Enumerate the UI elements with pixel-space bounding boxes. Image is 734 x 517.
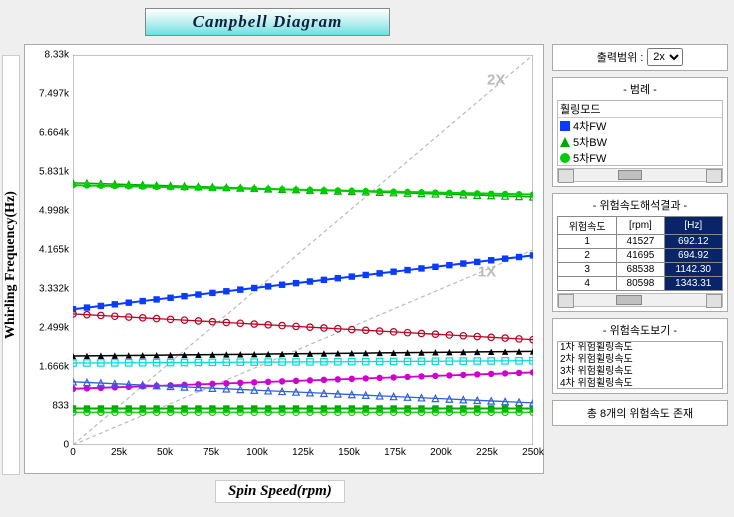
- table-row[interactable]: 141527692.12: [558, 235, 723, 249]
- x-tick: 175k: [384, 447, 406, 458]
- y-tick: 5.831k: [29, 167, 69, 178]
- x-tick: 150k: [338, 447, 360, 458]
- table-cell: 41527: [617, 235, 664, 249]
- x-tick: 225k: [476, 447, 498, 458]
- y-tick: 2.499k: [29, 323, 69, 334]
- list-item[interactable]: 1차 위험휠링속도: [560, 342, 720, 354]
- table-cell: 41695: [617, 249, 664, 263]
- svg-text:2X: 2X: [487, 71, 505, 88]
- x-tick: 200k: [430, 447, 452, 458]
- table-cell: 68538: [617, 263, 664, 277]
- results-col-header[interactable]: [rpm]: [617, 217, 664, 235]
- x-tick: 100k: [246, 447, 268, 458]
- x-tick: 0: [70, 447, 76, 458]
- y-tick: 4.998k: [29, 206, 69, 217]
- y-tick: 1.666k: [29, 362, 69, 373]
- viewer-panel: - 위험속도보기 - 1차 위험휠링속도2차 위험휠링속도3차 위험휠링속도4차…: [552, 318, 728, 394]
- chart-frame: 1X 2X 0 833 1.666k 2.499k 3.332k 4.165k 4.998k 5…: [24, 44, 544, 474]
- table-row[interactable]: 4805981343.31: [558, 277, 723, 291]
- list-item[interactable]: 2차 위험휠링속도: [560, 354, 720, 366]
- table-cell: 4: [558, 277, 617, 291]
- viewer-list[interactable]: 1차 위험휠링속도2차 위험휠링속도3차 위험휠링속도4차 위험휠링속도: [557, 341, 723, 389]
- table-cell: 1142.30: [664, 263, 722, 277]
- y-tick: 7.497k: [29, 89, 69, 100]
- legend-scrollbar[interactable]: [557, 168, 723, 182]
- x-tick: 125k: [292, 447, 314, 458]
- table-cell: 1: [558, 235, 617, 249]
- x-tick: 250k: [522, 447, 544, 458]
- y-tick: 833: [29, 401, 69, 412]
- campbell-chart: 1X 2X: [73, 55, 533, 445]
- y-tick: 4.165k: [29, 245, 69, 256]
- legend-item[interactable]: 5차BW: [558, 134, 722, 150]
- x-tick: 50k: [157, 447, 173, 458]
- legend-label: 5차FW: [573, 150, 606, 166]
- legend-swatch: [560, 153, 570, 163]
- y-tick: 3.332k: [29, 284, 69, 295]
- legend-title: - 범례 -: [557, 81, 723, 97]
- table-row[interactable]: 3685381142.30: [558, 263, 723, 277]
- legend-list[interactable]: 훨링모드 4차FW5차BW5차FW: [557, 100, 723, 166]
- x-tick: 25k: [111, 447, 127, 458]
- results-title: - 위험속도해석결과 -: [557, 197, 723, 213]
- results-col-header[interactable]: [Hz]: [664, 217, 722, 235]
- summary-text: 총 8개의 위험속도 존재: [552, 400, 728, 426]
- list-item[interactable]: 4차 위험휠링속도: [560, 378, 720, 389]
- title-banner: Campbell Diagram: [145, 8, 390, 36]
- output-range-panel: 출력범위 : 1x2x3x: [552, 44, 728, 71]
- x-tick: 75k: [203, 447, 219, 458]
- y-tick: 8.33k: [29, 50, 69, 61]
- y-axis-label-box: Whirling Frequency(Hz): [2, 55, 20, 475]
- table-cell: 694.92: [664, 249, 722, 263]
- table-cell: 80598: [617, 277, 664, 291]
- legend-item[interactable]: 4차FW: [558, 118, 722, 134]
- output-range-label: 출력범위 :: [597, 49, 644, 65]
- viewer-title: - 위험속도보기 -: [557, 322, 723, 338]
- y-axis-label: Whirling Frequency(Hz): [3, 191, 19, 339]
- y-tick: 6.664k: [29, 128, 69, 139]
- results-col-header[interactable]: 위험속도: [558, 217, 617, 235]
- legend-panel: - 범례 - 훨링모드 4차FW5차BW5차FW: [552, 77, 728, 187]
- table-cell: 692.12: [664, 235, 722, 249]
- table-cell: 2: [558, 249, 617, 263]
- results-panel: - 위험속도해석결과 - 위험속도[rpm][Hz]141527692.1224…: [552, 193, 728, 312]
- svg-text:1X: 1X: [478, 263, 496, 280]
- x-axis-label: Spin Speed(rpm): [215, 480, 345, 503]
- list-item[interactable]: 3차 위험휠링속도: [560, 366, 720, 378]
- table-row[interactable]: 241695694.92: [558, 249, 723, 263]
- right-panel: 출력범위 : 1x2x3x - 범례 - 훨링모드 4차FW5차BW5차FW -…: [552, 44, 728, 426]
- legend-swatch: [560, 121, 570, 131]
- y-tick: 0: [29, 440, 69, 451]
- results-table[interactable]: 위험속도[rpm][Hz]141527692.12241695694.92368…: [557, 216, 723, 291]
- table-cell: 3: [558, 263, 617, 277]
- legend-swatch: [560, 137, 570, 147]
- legend-label: 5차BW: [573, 134, 607, 150]
- legend-header: 훨링모드: [558, 101, 722, 118]
- legend-item[interactable]: 5차FW: [558, 150, 722, 166]
- results-scrollbar[interactable]: [557, 293, 723, 307]
- output-range-select[interactable]: 1x2x3x: [647, 48, 683, 66]
- legend-label: 4차FW: [573, 118, 606, 134]
- table-cell: 1343.31: [664, 277, 722, 291]
